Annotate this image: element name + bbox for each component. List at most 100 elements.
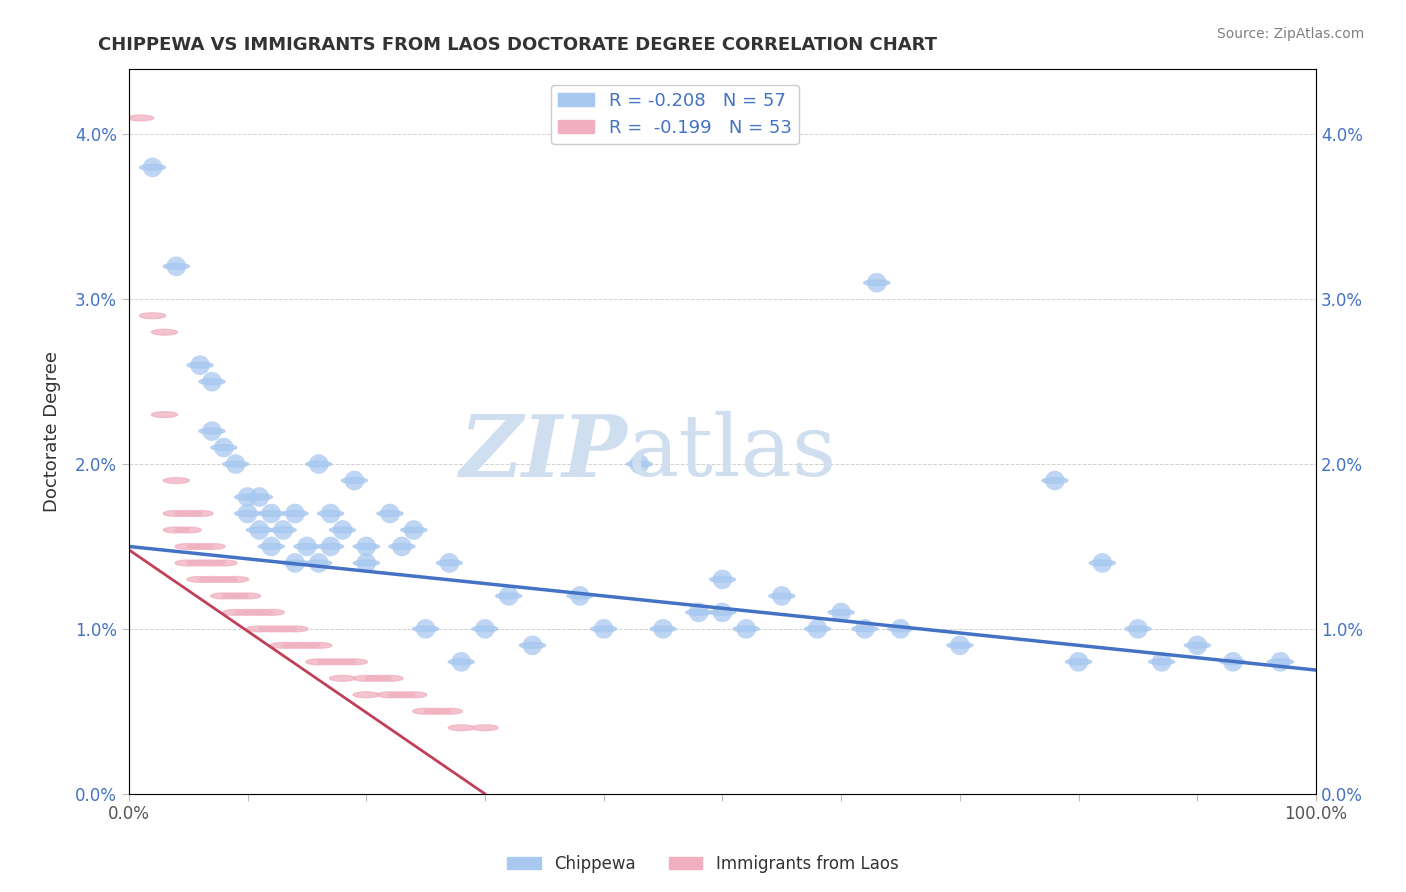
Point [735, 622, 758, 636]
Ellipse shape [401, 527, 427, 533]
Ellipse shape [211, 593, 236, 599]
Point [415, 622, 437, 636]
Point [806, 622, 828, 636]
Point [1150, 655, 1173, 669]
Point [343, 474, 366, 488]
Ellipse shape [246, 609, 273, 615]
Point [439, 556, 461, 570]
Point [212, 441, 235, 455]
Point [1126, 622, 1149, 636]
Ellipse shape [246, 626, 273, 632]
Ellipse shape [259, 510, 284, 516]
Ellipse shape [198, 560, 225, 566]
Ellipse shape [235, 494, 260, 500]
Ellipse shape [198, 543, 225, 549]
Point [354, 540, 377, 554]
Ellipse shape [222, 576, 249, 582]
Point [450, 655, 472, 669]
Point [628, 457, 651, 471]
Point [1187, 638, 1209, 652]
Ellipse shape [567, 593, 593, 599]
Ellipse shape [377, 510, 404, 516]
Ellipse shape [283, 510, 308, 516]
Ellipse shape [412, 708, 439, 714]
Ellipse shape [198, 428, 225, 434]
Ellipse shape [305, 461, 332, 467]
Ellipse shape [259, 626, 284, 632]
Ellipse shape [366, 675, 391, 681]
Point [853, 622, 876, 636]
Ellipse shape [353, 543, 380, 549]
Ellipse shape [425, 708, 450, 714]
Ellipse shape [626, 461, 652, 467]
Ellipse shape [235, 609, 260, 615]
Ellipse shape [283, 560, 308, 566]
Point [592, 622, 614, 636]
Ellipse shape [176, 527, 201, 533]
Point [260, 507, 283, 521]
Point [247, 490, 270, 504]
Ellipse shape [412, 626, 439, 632]
Point [225, 457, 247, 471]
Ellipse shape [187, 543, 214, 549]
Ellipse shape [176, 543, 201, 549]
Point [247, 523, 270, 537]
Ellipse shape [353, 560, 380, 566]
Ellipse shape [1220, 659, 1246, 665]
Ellipse shape [318, 510, 343, 516]
Text: CHIPPEWA VS IMMIGRANTS FROM LAOS DOCTORATE DEGREE CORRELATION CHART: CHIPPEWA VS IMMIGRANTS FROM LAOS DOCTORA… [98, 36, 938, 54]
Point [236, 490, 259, 504]
Ellipse shape [377, 675, 404, 681]
Ellipse shape [270, 527, 297, 533]
Point [308, 457, 330, 471]
Point [188, 358, 211, 372]
Point [522, 638, 544, 652]
Point [354, 556, 377, 570]
Ellipse shape [377, 692, 404, 698]
Ellipse shape [863, 280, 890, 285]
Point [142, 161, 165, 175]
Ellipse shape [294, 642, 321, 648]
Point [284, 556, 307, 570]
Ellipse shape [389, 543, 415, 549]
Point [498, 589, 520, 603]
Ellipse shape [270, 642, 297, 648]
Ellipse shape [198, 576, 225, 582]
Ellipse shape [176, 510, 201, 516]
Point [391, 540, 413, 554]
Text: atlas: atlas [627, 411, 837, 494]
Point [236, 507, 259, 521]
Ellipse shape [472, 626, 498, 632]
Ellipse shape [294, 543, 321, 549]
Ellipse shape [472, 725, 498, 731]
Ellipse shape [1184, 642, 1211, 648]
Text: Source: ZipAtlas.com: Source: ZipAtlas.com [1216, 27, 1364, 41]
Ellipse shape [270, 626, 297, 632]
Point [568, 589, 591, 603]
Point [1091, 556, 1114, 570]
Point [688, 606, 710, 620]
Ellipse shape [283, 642, 308, 648]
Point [830, 606, 852, 620]
Ellipse shape [283, 626, 308, 632]
Point [378, 507, 401, 521]
Ellipse shape [1149, 659, 1175, 665]
Point [949, 638, 972, 652]
Ellipse shape [163, 477, 190, 483]
Ellipse shape [1125, 626, 1152, 632]
Point [284, 507, 307, 521]
Ellipse shape [887, 626, 914, 632]
Ellipse shape [342, 477, 367, 483]
Ellipse shape [128, 115, 153, 120]
Ellipse shape [176, 560, 201, 566]
Ellipse shape [828, 609, 855, 615]
Point [295, 540, 318, 554]
Ellipse shape [1042, 477, 1069, 483]
Ellipse shape [769, 593, 794, 599]
Point [260, 540, 283, 554]
Point [201, 375, 224, 389]
Ellipse shape [318, 659, 343, 665]
Point [165, 260, 187, 274]
Point [1270, 655, 1292, 669]
Ellipse shape [353, 692, 380, 698]
